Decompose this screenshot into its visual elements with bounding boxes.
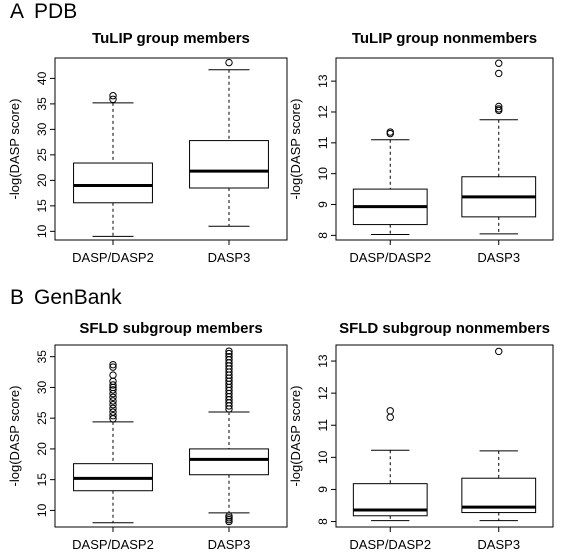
outlier-point <box>495 347 503 356</box>
y-tick-label: 8 <box>316 232 330 239</box>
y-axis-label: -log(DASP score) <box>288 386 303 487</box>
chart-panel-4: SFLD subgroup nonmembers -log(DASP score)… <box>288 320 554 552</box>
plot-frame <box>54 344 288 528</box>
box-1 <box>73 92 153 237</box>
outlier-point <box>225 347 233 355</box>
y-tick-label: 25 <box>35 148 49 162</box>
y-tick-label: 30 <box>35 380 49 394</box>
x-tick-label: DASP/DASP2 <box>349 250 431 265</box>
y-tick-label: 35 <box>35 97 49 111</box>
y-axis-label: -log(DASP score) <box>7 99 22 200</box>
outlier-point <box>109 408 117 416</box>
y-tick-label: 10 <box>35 503 49 517</box>
chart-title: TuLIP group members <box>92 30 250 47</box>
y-axis-label: -log(DASP score) <box>7 386 22 487</box>
plot-frame <box>335 57 554 241</box>
box-1 <box>352 128 428 235</box>
x-tick-label: DASP3 <box>477 537 520 552</box>
outlier-point <box>225 512 233 520</box>
y-tick-label: 13 <box>316 354 330 368</box>
outlier-point <box>109 92 117 100</box>
outlier-point <box>109 400 117 409</box>
outlier-point <box>386 413 394 421</box>
y-tick-label: 40 <box>35 71 49 85</box>
box-2 <box>461 59 537 235</box>
x-tick-label: DASP3 <box>208 250 251 265</box>
x-tick-label: DASP/DASP2 <box>349 537 431 552</box>
outlier-point <box>109 412 117 420</box>
section-letter-b: B <box>10 286 25 309</box>
y-tick-label: 25 <box>35 411 49 425</box>
chart-panel-3: SFLD subgroup members -log(DASP score) 10 1… <box>7 320 288 552</box>
plot-frame <box>54 57 288 241</box>
y-tick-label: 10 <box>316 450 330 464</box>
section-letter-a: A <box>10 0 25 23</box>
y-tick-label: 11 <box>316 136 330 149</box>
iqr-box <box>189 140 269 189</box>
box-2 <box>189 347 269 526</box>
x-tick-label: DASP/DASP2 <box>72 537 154 552</box>
iqr-box <box>189 448 269 476</box>
outlier-point <box>386 128 394 136</box>
x-tick-label: DASP/DASP2 <box>72 250 154 265</box>
y-tick-label: 11 <box>316 419 330 432</box>
box-2 <box>461 347 537 522</box>
section-label-a: A PDB <box>10 0 77 24</box>
outlier-point <box>225 349 233 358</box>
chart-title: TuLIP group nonmembers <box>352 30 537 47</box>
outlier-point <box>495 59 503 67</box>
outlier-point <box>109 386 117 394</box>
outlier-point <box>495 102 503 111</box>
y-tick-label: 35 <box>35 350 49 364</box>
outlier-point <box>109 404 117 413</box>
y-tick-label: 15 <box>35 473 49 487</box>
outlier-point <box>225 58 233 67</box>
chart-panel-1: TuLIP group members -log(DASP score) 10 15 2… <box>7 30 288 265</box>
outlier-point <box>109 95 117 103</box>
x-tick-label: DASP3 <box>477 250 520 265</box>
outlier-point <box>109 360 117 369</box>
outlier-point <box>109 363 117 371</box>
outlier-point <box>109 397 117 405</box>
y-tick-label: 30 <box>35 122 49 136</box>
chart-title: SFLD subgroup nonmembers <box>339 320 550 337</box>
x-tick-label: DASP3 <box>208 537 251 552</box>
iqr-box <box>73 162 153 204</box>
outlier-point <box>386 407 394 415</box>
chart-panel-2: TuLIP group nonmembers -log(DASP score) 8 9… <box>288 30 554 265</box>
outlier-point <box>109 371 117 379</box>
section-name-genbank: GenBank <box>34 286 122 309</box>
chart-title: SFLD subgroup members <box>79 320 262 337</box>
outlier-point <box>225 352 233 361</box>
y-tick-label: 8 <box>316 518 330 525</box>
outlier-point <box>109 381 117 389</box>
section-name-pdb: PDB <box>34 0 78 23</box>
y-tick-label: 20 <box>35 442 49 456</box>
y-tick-label: 12 <box>316 386 330 400</box>
y-tick-label: 12 <box>316 105 330 119</box>
y-tick-label: 9 <box>316 486 330 493</box>
box-1 <box>73 360 153 524</box>
y-axis-label: -log(DASP score) <box>288 99 303 200</box>
outlier-point <box>495 69 503 78</box>
outlier-point <box>109 393 117 401</box>
plot-frame <box>335 344 554 528</box>
y-tick-label: 10 <box>316 167 330 181</box>
y-tick-label: 10 <box>35 224 49 238</box>
y-tick-label: 15 <box>35 199 49 213</box>
y-tick-label: 9 <box>316 201 330 208</box>
section-label-b: B GenBank <box>10 286 122 310</box>
y-tick-label: 20 <box>35 173 49 187</box>
box-2 <box>189 58 269 227</box>
y-tick-label: 13 <box>316 74 330 88</box>
outlier-point <box>495 105 503 113</box>
box-1 <box>352 407 428 522</box>
